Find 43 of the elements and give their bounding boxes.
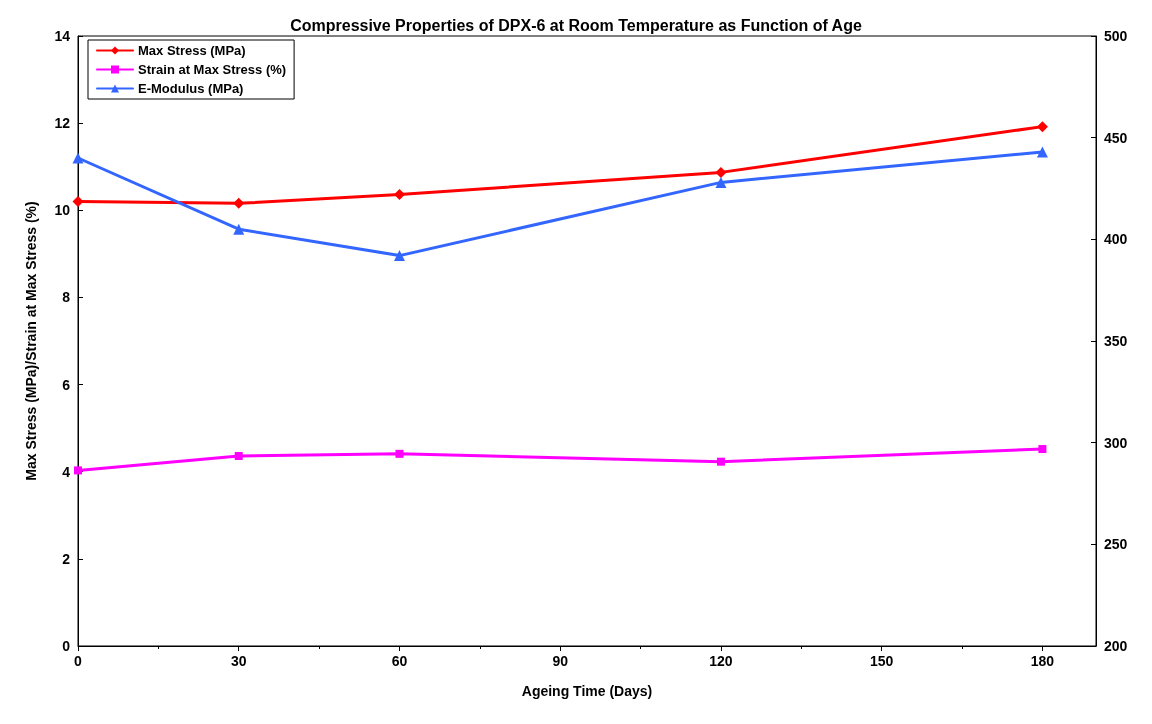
point — [233, 197, 245, 209]
legend-label: E-Modulus (MPa) — [138, 81, 244, 96]
y2-tick-label: 500 — [1104, 28, 1128, 44]
point — [715, 166, 727, 178]
point — [74, 466, 82, 475]
y2-tick-label: 350 — [1104, 333, 1128, 349]
y-tick-label: 10 — [54, 202, 71, 219]
y2-tick-label: 450 — [1104, 129, 1128, 146]
y2-tick-label: 200 — [1104, 638, 1128, 654]
point — [393, 189, 405, 201]
point — [233, 223, 245, 235]
point — [72, 152, 84, 164]
x-tick-label: 30 — [230, 653, 247, 669]
x-tick-label: 150 — [870, 653, 894, 669]
chart-title: Compressive Properties of DPX-6 at Room Temperature as Function of Age — [290, 16, 862, 34]
y2-tick-label: 300 — [1104, 434, 1128, 451]
point — [715, 176, 727, 188]
point — [1036, 146, 1048, 158]
point — [716, 457, 725, 466]
y-tick-label: 4 — [62, 463, 71, 480]
point — [395, 449, 404, 458]
y-tick-label: 0 — [62, 638, 71, 654]
x-tick-label: 120 — [709, 653, 733, 669]
y-tick-label: 12 — [54, 115, 71, 132]
x-tick-label: 60 — [391, 653, 408, 669]
point — [393, 250, 405, 262]
y-axis-title: Max Stress (MPa)/Strain at Max Stress (%) — [23, 201, 39, 481]
x-tick-label: 180 — [1030, 653, 1055, 669]
point — [1038, 445, 1047, 454]
y-tick-label: 2 — [62, 550, 71, 567]
point — [72, 196, 84, 208]
point — [234, 452, 243, 461]
point — [1036, 121, 1048, 133]
y-tick-label: 6 — [62, 376, 71, 393]
x-tick-label: 0 — [74, 653, 83, 669]
y2-tick-label: 400 — [1104, 231, 1128, 248]
y-tick-label: 8 — [62, 289, 71, 306]
legend-label: Strain at Max Stress (%) — [138, 62, 287, 77]
x-tick-label: 90 — [552, 653, 569, 669]
y-tick-label: 14 — [54, 28, 71, 44]
x-axis-title: Ageing Time (Days) — [521, 683, 653, 699]
y2-tick-label: 250 — [1104, 536, 1128, 553]
legend-label: Max Stress (MPa) — [138, 43, 246, 58]
